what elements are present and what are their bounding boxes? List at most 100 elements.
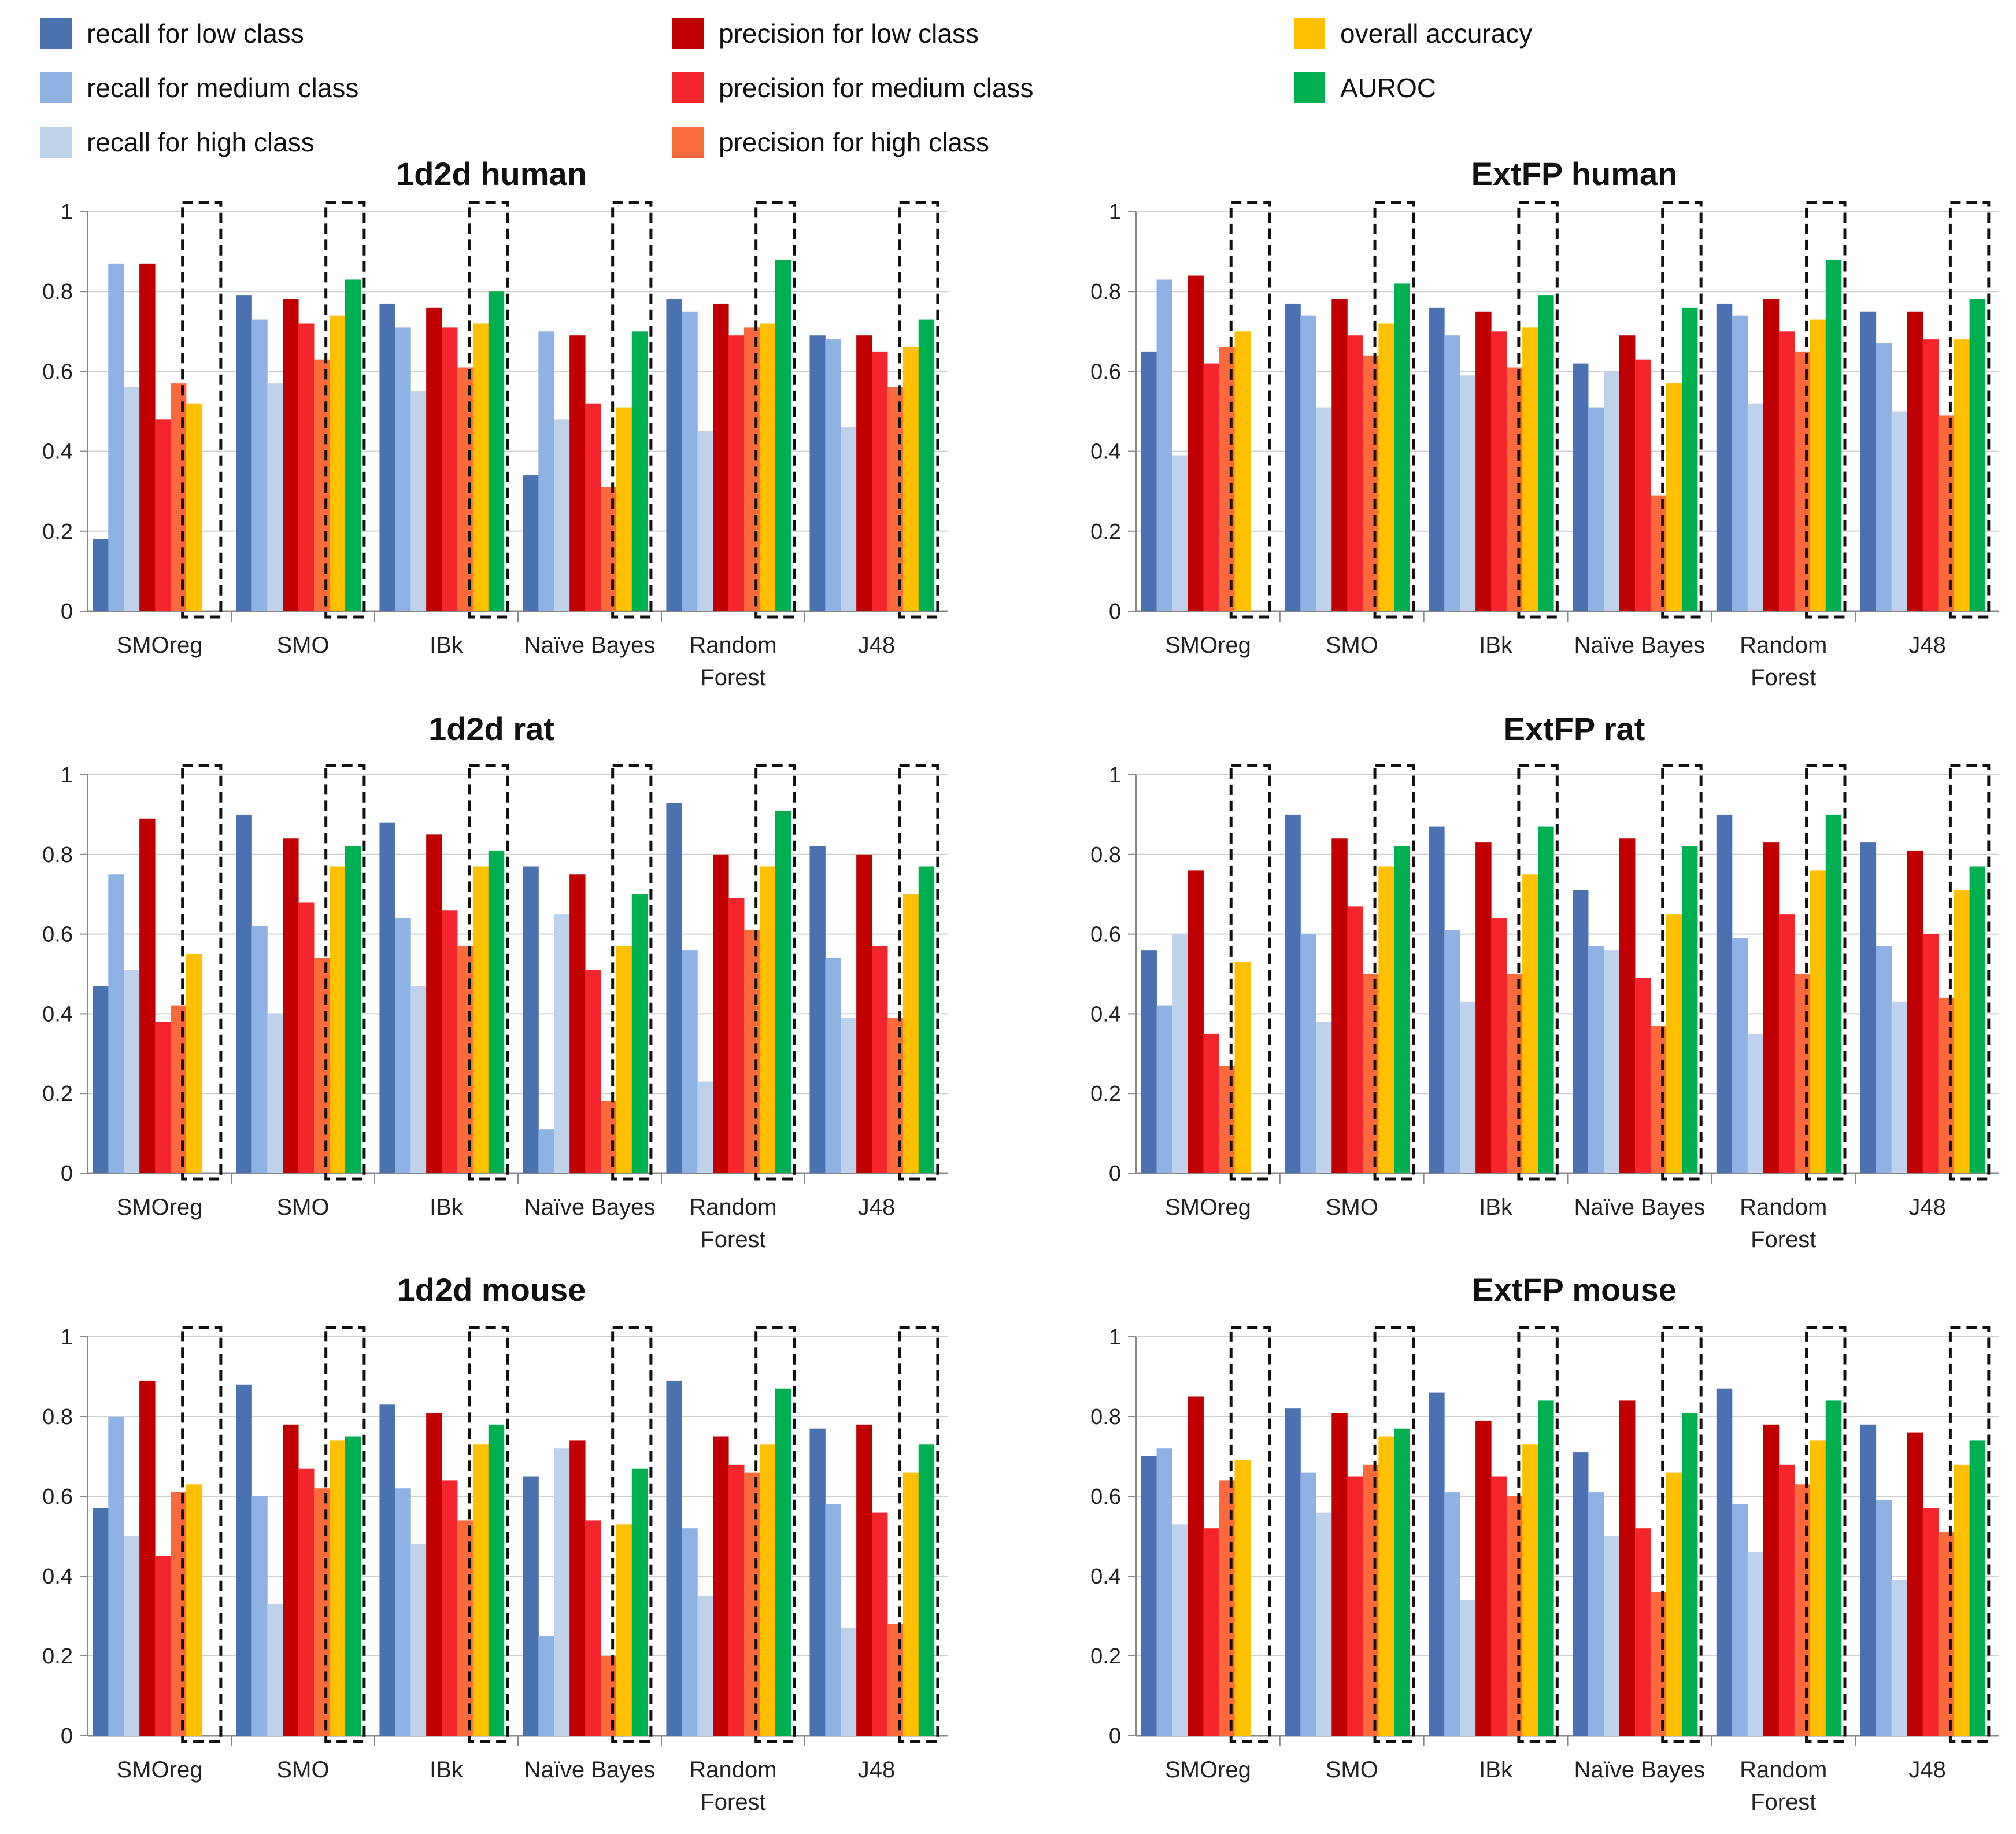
bar: [410, 986, 427, 1173]
bar: [139, 1380, 156, 1736]
x-tick-label: Random Forest: [1740, 1195, 1827, 1252]
bar: [616, 407, 632, 611]
bar: [1363, 974, 1379, 1173]
bar: [1763, 842, 1780, 1173]
bar: [1588, 1492, 1604, 1736]
bar: [1681, 846, 1698, 1173]
highlight-box: [611, 764, 653, 1181]
highlight-box: [468, 1326, 509, 1743]
highlight-box: [611, 201, 653, 619]
highlight-box: [898, 201, 939, 619]
bar: [1747, 1552, 1764, 1736]
legend-swatch: [40, 72, 72, 103]
bar: [1588, 946, 1604, 1173]
y-tick-label: 0.2: [42, 520, 73, 544]
bar: [1619, 1400, 1636, 1736]
x-tick-label: SMO: [276, 633, 329, 658]
bar: [600, 1101, 617, 1173]
bar: [1681, 1413, 1698, 1736]
bar: [1778, 331, 1795, 611]
bar: [1634, 359, 1651, 611]
y-tick-label: 1: [1109, 1325, 1121, 1349]
x-tick-label: SMO: [1326, 1757, 1378, 1783]
bar: [186, 954, 202, 1173]
bar: [728, 1464, 745, 1736]
bar: [1860, 842, 1877, 1173]
y-tick-label: 0.6: [42, 1485, 73, 1509]
bar: [1876, 946, 1892, 1173]
bar: [759, 323, 776, 611]
bar: [1394, 283, 1410, 611]
bar: [1394, 846, 1410, 1173]
bar: [554, 1448, 570, 1736]
x-tick-label: SMOreg: [117, 633, 203, 658]
highlight-box: [754, 764, 796, 1181]
bar: [329, 866, 346, 1173]
y-tick-label: 0.4: [42, 1565, 73, 1589]
bar: [186, 403, 202, 611]
bar: [108, 263, 124, 612]
x-tick-label: Naïve Bayes: [524, 1195, 656, 1220]
bar: [1219, 347, 1235, 611]
bar: [1747, 403, 1764, 611]
bar: [902, 894, 919, 1173]
bar: [1666, 1472, 1682, 1736]
bar: [1156, 1005, 1172, 1173]
bar: [538, 1129, 554, 1173]
bar: [713, 854, 729, 1173]
y-tick-label: 0.2: [42, 1644, 73, 1669]
y-tick-label: 0.2: [1090, 1082, 1121, 1106]
bar: [809, 846, 826, 1173]
bar: [775, 259, 791, 611]
y-tick-label: 0.6: [42, 923, 73, 947]
bar: [523, 866, 539, 1173]
bar: [313, 359, 330, 611]
bar: [410, 1544, 427, 1736]
bar: [298, 902, 315, 1173]
bar: [1507, 1496, 1523, 1736]
highlight-box: [611, 1326, 653, 1743]
bar: [426, 307, 442, 611]
bar: [1141, 950, 1157, 1173]
bar: [379, 822, 395, 1173]
bar: [1331, 299, 1348, 611]
bar: [600, 487, 617, 611]
y-tick-label: 0: [61, 1724, 73, 1748]
x-tick-label: SMOreg: [117, 1195, 203, 1220]
bar: [1460, 1001, 1476, 1173]
bar: [1219, 1065, 1235, 1173]
bar: [457, 946, 474, 1173]
bar: [1141, 351, 1157, 611]
bar: [1300, 934, 1316, 1173]
bar: [457, 367, 474, 611]
bar: [775, 811, 791, 1173]
bar: [1363, 355, 1379, 611]
legend-item: precision for low class: [672, 18, 979, 49]
y-tick-label: 0.4: [1090, 1002, 1121, 1026]
bar: [1810, 1440, 1826, 1736]
bar: [682, 311, 698, 611]
y-tick-label: 0.6: [42, 360, 73, 384]
bar: [124, 387, 140, 611]
bar: [124, 970, 140, 1173]
bar: [410, 391, 427, 611]
bar: [1156, 1448, 1172, 1736]
bar: [841, 427, 857, 611]
bar: [170, 1492, 187, 1736]
bar: [585, 970, 601, 1173]
bar: [872, 351, 888, 611]
bar: [1460, 375, 1476, 611]
x-tick-label: Random Forest: [689, 1195, 776, 1252]
bar: [1666, 914, 1682, 1173]
bar: [1285, 303, 1301, 611]
highlight-box: [898, 1326, 939, 1743]
bar: [585, 1520, 601, 1736]
bar: [523, 1476, 539, 1736]
y-tick-label: 1: [1109, 200, 1121, 224]
x-tick-label: SMOreg: [1165, 1195, 1251, 1220]
x-tick-label: Random Forest: [689, 633, 776, 690]
bar: [379, 303, 395, 611]
x-tick-label: Random Forest: [1740, 633, 1827, 690]
bar: [1316, 407, 1332, 611]
chart-panel: 1d2d rat 0 0.2 0.4 0.6 0.8 1 SMOreg SMO IBk Naïve …: [42, 711, 948, 1252]
